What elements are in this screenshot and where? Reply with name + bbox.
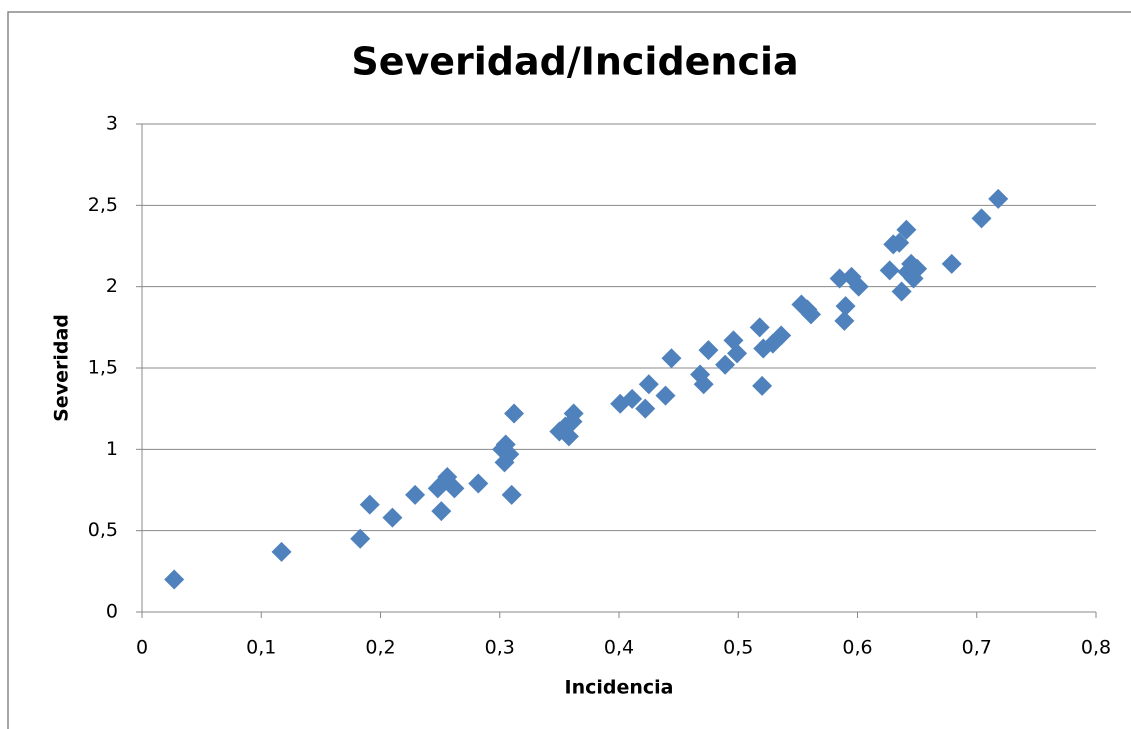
point — [752, 375, 773, 396]
x-tick-label: 0,5 — [723, 637, 753, 659]
point — [698, 340, 719, 361]
point — [558, 426, 579, 447]
point — [504, 403, 525, 424]
x-tick-label: 0 — [136, 637, 148, 659]
point — [693, 374, 714, 395]
y-tick-label: 0,5 — [88, 519, 118, 541]
point — [635, 398, 656, 419]
point — [800, 304, 821, 325]
point — [495, 434, 516, 455]
point — [655, 385, 676, 406]
point — [835, 296, 856, 317]
point — [563, 403, 584, 424]
y-tick-label: 1,5 — [88, 357, 118, 379]
y-tick-label: 3 — [106, 113, 118, 135]
point — [359, 494, 380, 515]
point — [350, 528, 371, 549]
point — [848, 276, 869, 297]
point — [771, 325, 792, 346]
point — [907, 258, 928, 279]
point — [988, 188, 1009, 209]
y-tick-label: 0 — [106, 601, 118, 623]
point — [271, 541, 292, 562]
point — [494, 452, 515, 473]
chart-frame — [7, 11, 1131, 729]
x-tick-label: 0,6 — [842, 637, 872, 659]
chart-title: Severidad/Incidencia — [351, 40, 798, 84]
x-tick-label: 0,2 — [365, 637, 395, 659]
point — [891, 281, 912, 302]
x-tick-label: 0,1 — [246, 637, 276, 659]
x-tick-label: 0,4 — [604, 637, 634, 659]
point — [444, 478, 465, 499]
x-tick-label: 0,7 — [962, 637, 992, 659]
point — [382, 507, 403, 528]
point — [164, 569, 185, 590]
point — [971, 208, 992, 229]
point — [715, 354, 736, 375]
y-tick-label: 2 — [106, 275, 118, 297]
point — [727, 343, 748, 364]
point — [661, 348, 682, 369]
point — [896, 219, 917, 240]
point — [749, 317, 770, 338]
point — [431, 501, 452, 522]
point — [405, 484, 426, 505]
point — [889, 232, 910, 253]
x-tick-label: 0,3 — [485, 637, 515, 659]
x-tick-label: 0,8 — [1081, 637, 1111, 659]
point — [501, 484, 522, 505]
x-axis-title: Incidencia — [565, 677, 674, 699]
y-axis-title: Severidad — [51, 314, 73, 422]
point — [879, 260, 900, 281]
point — [941, 253, 962, 274]
point — [468, 473, 489, 494]
y-tick-label: 2,5 — [88, 194, 118, 216]
point — [829, 268, 850, 289]
point — [638, 374, 659, 395]
point — [834, 310, 855, 331]
y-tick-label: 1 — [106, 438, 118, 460]
point — [499, 444, 520, 465]
point — [622, 388, 643, 409]
